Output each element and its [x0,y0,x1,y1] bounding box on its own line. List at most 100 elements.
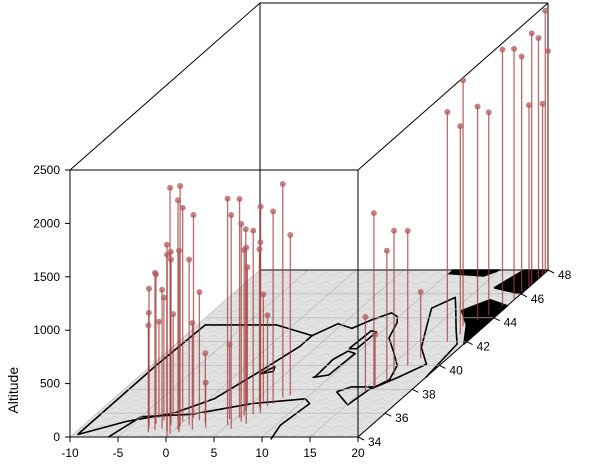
y-tick-label: 36 [395,411,409,425]
data-point [542,7,549,14]
data-point [270,208,277,215]
x-tick-label: 10 [255,446,269,460]
y-tick [412,388,419,393]
data-point [457,123,464,130]
z-axis: 0 500 1000 1500 2000 2500 [33,163,70,444]
z-tick-label: 500 [40,377,60,391]
box-edge [357,269,549,438]
y-tick-label: 48 [558,268,572,282]
z-tick-label: 1500 [33,270,60,284]
x-tick-label: 5 [211,446,218,460]
data-point [244,264,251,271]
data-point [146,285,153,292]
data-point [545,48,551,55]
data-point [526,102,532,109]
box-edge [357,2,549,171]
data-point [417,289,424,296]
data-point [518,53,525,60]
data-point [242,226,249,233]
y-tick [439,364,446,369]
data-point [160,294,167,301]
data-point [196,289,203,296]
data-point [257,239,264,246]
x-tick-label: 15 [303,446,317,460]
data-point [256,246,263,253]
data-point [474,103,481,110]
grid-line-x [309,269,501,438]
z-axis-title: Altitude [5,367,21,414]
coastline-map [76,269,549,440]
data-point [539,100,546,107]
data-point [176,247,183,254]
y-tick [384,412,392,417]
data-point [236,195,243,202]
y-tick-label: 40 [449,363,463,377]
y-tick-label: 38 [422,387,436,401]
data-point [370,210,377,217]
data-point [163,241,170,248]
data-point [535,35,542,42]
data-point [174,197,181,204]
data-point [383,247,390,254]
y-tick [357,436,365,441]
data-points [145,7,551,386]
data-point [372,331,379,338]
y-tick-label: 44 [504,316,518,330]
x-tick-label: -5 [113,446,124,460]
data-point [264,312,271,319]
z-tick-label: 1000 [33,323,60,337]
data-point [189,320,196,327]
data-point [226,341,233,348]
x-tick-label: 0 [163,446,170,460]
x-axis: -10 -5 0 5 10 15 20 [61,437,365,460]
data-point [241,246,248,253]
data-point [460,77,467,84]
data-point [228,212,235,219]
sardinia [312,350,356,379]
data-point [362,313,369,320]
data-point [444,108,451,115]
data-point [485,109,492,116]
data-point [257,203,264,210]
data-point [177,182,184,189]
data-point [238,220,245,227]
sicily [335,386,374,406]
z-tick-label: 2000 [33,216,60,230]
data-point [224,195,231,202]
data-point [186,256,193,263]
data-point [167,256,174,263]
data-point [155,318,162,325]
y-tick-label: 34 [368,435,382,449]
data-point [260,291,267,298]
y-tick-label: 46 [531,292,545,306]
data-point [404,227,411,234]
x-tick-label: -10 [61,446,79,460]
y-tick-label: 42 [477,340,491,354]
z-tick-label: 2500 [33,163,60,177]
y-tick [547,269,555,274]
data-point [287,232,294,239]
data-point [391,227,398,234]
data-point [499,46,506,53]
data-point [179,204,186,211]
data-point [202,379,209,386]
data-point [250,227,257,234]
data-point [511,45,518,52]
grid-line-x [69,269,261,438]
data-point [190,211,197,218]
z-tick-label: 0 [53,430,60,444]
data-point [145,322,152,329]
data-point [170,311,177,318]
y-tick [520,293,528,298]
data-point [528,30,535,37]
y-axis: 34 36 38 40 42 44 46 48 [357,268,572,449]
data-point [202,350,209,357]
data-point [279,181,286,188]
point-stems [147,10,549,437]
y-tick [466,341,473,346]
x-tick-label: 20 [351,446,365,460]
data-point [145,309,152,316]
data-point [159,286,166,293]
y-tick [493,317,500,322]
